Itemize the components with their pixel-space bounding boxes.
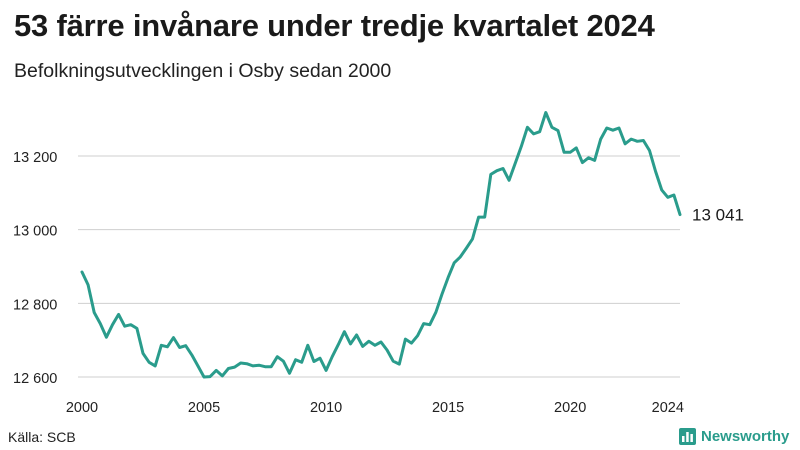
source-note: Källa: SCB <box>8 429 76 445</box>
brand-name: Newsworthy <box>701 428 790 445</box>
x-tick-label: 2015 <box>432 400 464 416</box>
bar-chart-icon <box>679 428 696 445</box>
chart-title: 53 färre invånare under tredje kvartalet… <box>14 8 655 43</box>
x-tick-label: 2010 <box>310 400 342 416</box>
series-line <box>80 111 682 379</box>
newsworthy-logo: Newsworthy <box>679 428 789 445</box>
x-tick-label: 2000 <box>66 400 98 416</box>
y-tick-label: 13 200 <box>13 150 57 166</box>
y-tick-label: 13 000 <box>13 224 57 240</box>
x-tick-label: 2024 <box>652 400 684 416</box>
chart-subtitle: Befolkningsutvecklingen i Osby sedan 200… <box>14 60 392 82</box>
end-value-label: 13 041 <box>692 206 744 225</box>
x-tick-label: 2005 <box>188 400 220 416</box>
y-tick-label: 12 800 <box>13 297 57 313</box>
y-tick-label: 12 600 <box>13 371 57 387</box>
x-tick-label: 2020 <box>554 400 586 416</box>
